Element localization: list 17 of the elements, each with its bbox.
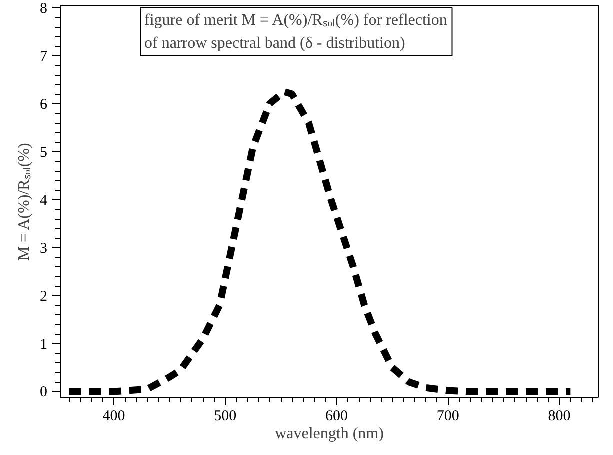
y-tick-label: 5: [40, 144, 48, 161]
x-tick-label: 800: [548, 408, 571, 424]
y-tick-label: 2: [40, 288, 48, 305]
y-tick-label: 8: [40, 0, 48, 17]
annotation: figure of merit M = A(%)/Rₛₒₗ(%) for reflection of narrow spectral band (δ - distribution): [144, 12, 448, 52]
x-axis-title: wavelength (nm): [275, 426, 384, 442]
x-tick-label: 500: [214, 408, 237, 424]
y-tick-label: 1: [40, 336, 48, 353]
y-tick-label: 0: [40, 384, 48, 401]
x-tick-label: 700: [436, 408, 460, 424]
y-tick-label: 6: [40, 96, 48, 113]
y-tick-label: 7: [40, 48, 48, 65]
y-tick-label: 4: [40, 192, 48, 209]
x-tick-label: 400: [102, 408, 126, 424]
y-axis-title: M = A(%)/Rₛₒₗ(%): [16, 143, 33, 261]
x-tick-label: 600: [325, 408, 348, 424]
y-tick-label: 3: [40, 240, 48, 257]
